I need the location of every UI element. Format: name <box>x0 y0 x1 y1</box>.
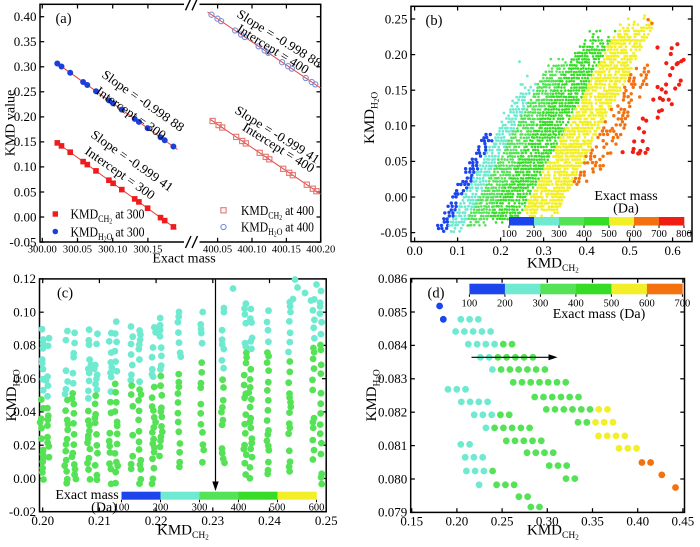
svg-text:(Da): (Da) <box>91 501 117 516</box>
svg-text:400.15: 400.15 <box>272 245 301 256</box>
svg-text:0.10: 0.10 <box>385 118 408 133</box>
svg-text:-0.05: -0.05 <box>380 225 407 240</box>
svg-text:0.082: 0.082 <box>378 405 407 420</box>
svg-text:400.05: 400.05 <box>203 245 232 256</box>
svg-text:0.086: 0.086 <box>378 271 408 286</box>
svg-text:800: 800 <box>676 229 692 240</box>
svg-text:300: 300 <box>533 299 549 310</box>
svg-text:0.10: 0.10 <box>14 159 37 174</box>
svg-text:100: 100 <box>114 503 130 514</box>
svg-text:(Da): (Da) <box>613 202 639 217</box>
svg-text:0.06: 0.06 <box>13 371 36 386</box>
svg-text:200: 200 <box>153 503 169 514</box>
svg-text:KMDCH2​ at 400: KMDCH2​ at 400 <box>241 204 314 222</box>
svg-text:(d): (d) <box>428 286 445 302</box>
svg-text:0.25: 0.25 <box>491 514 514 529</box>
svg-text:0.45: 0.45 <box>672 514 695 529</box>
svg-text:0.20: 0.20 <box>446 514 469 529</box>
svg-text:0.0: 0.0 <box>406 243 422 258</box>
svg-text:0.02: 0.02 <box>13 438 36 453</box>
svg-text:0.00: 0.00 <box>13 471 36 486</box>
svg-text:500: 500 <box>604 299 620 310</box>
svg-text:300: 300 <box>551 229 567 240</box>
svg-text:0.20: 0.20 <box>14 109 37 124</box>
svg-text:600: 600 <box>626 229 642 240</box>
svg-text:0.4: 0.4 <box>578 243 595 258</box>
svg-text:0.00: 0.00 <box>14 209 37 224</box>
svg-text:0.25: 0.25 <box>315 513 338 528</box>
svg-text:Exact mass (Da): Exact mass (Da) <box>553 307 646 322</box>
svg-text:400: 400 <box>576 229 592 240</box>
svg-text:700: 700 <box>651 229 667 240</box>
svg-text:0.083: 0.083 <box>378 371 407 386</box>
svg-text:0.12: 0.12 <box>13 271 36 286</box>
svg-text:0.04: 0.04 <box>13 404 36 419</box>
svg-text:0.30: 0.30 <box>536 514 559 529</box>
svg-text:0.080: 0.080 <box>378 471 407 486</box>
svg-text:Exact mass: Exact mass <box>152 252 215 267</box>
svg-text:0.08: 0.08 <box>13 338 36 353</box>
svg-text:0.1: 0.1 <box>449 243 465 258</box>
svg-text:400: 400 <box>231 503 247 514</box>
svg-text:0.15: 0.15 <box>385 83 408 98</box>
svg-text:100: 100 <box>501 229 517 240</box>
svg-text:300.05: 300.05 <box>63 245 92 256</box>
svg-text:500: 500 <box>270 503 286 514</box>
svg-text:0.25: 0.25 <box>14 84 37 99</box>
svg-text:0.22: 0.22 <box>145 513 168 528</box>
svg-text:0.23: 0.23 <box>201 513 224 528</box>
svg-text:200: 200 <box>497 299 513 310</box>
svg-text:0.40: 0.40 <box>626 514 649 529</box>
svg-text:0.20: 0.20 <box>31 513 54 528</box>
svg-text:(a): (a) <box>55 11 71 27</box>
svg-text:700: 700 <box>675 299 691 310</box>
svg-text:(c): (c) <box>57 286 73 302</box>
svg-text:400.10: 400.10 <box>237 245 266 256</box>
svg-text:0.05: 0.05 <box>14 184 37 199</box>
svg-text:0.25: 0.25 <box>385 11 408 26</box>
svg-text:(b): (b) <box>426 13 443 29</box>
svg-text:0.2: 0.2 <box>492 243 508 258</box>
svg-text:KMD value: KMD value <box>4 90 19 157</box>
svg-text:400: 400 <box>568 299 584 310</box>
svg-text:200: 200 <box>526 229 542 240</box>
svg-text:0.40: 0.40 <box>14 9 37 24</box>
svg-text:0.00: 0.00 <box>385 189 408 204</box>
svg-text:0.35: 0.35 <box>581 514 604 529</box>
svg-text:0.079: 0.079 <box>378 505 407 520</box>
svg-text:600: 600 <box>309 503 325 514</box>
svg-text:0.05: 0.05 <box>385 154 408 169</box>
svg-text:KMDH2​O at 400: KMDH2​O at 400 <box>241 221 314 239</box>
svg-text:0.30: 0.30 <box>14 59 37 74</box>
svg-text:0.5: 0.5 <box>621 243 637 258</box>
svg-text:0.3: 0.3 <box>535 243 551 258</box>
svg-text:300.00: 300.00 <box>28 245 57 256</box>
svg-text:400.20: 400.20 <box>306 245 335 256</box>
svg-text:-0.02: -0.02 <box>9 504 36 519</box>
svg-text:0.35: 0.35 <box>14 34 37 49</box>
svg-text:0.085: 0.085 <box>378 304 407 319</box>
svg-text:0.081: 0.081 <box>378 438 407 453</box>
svg-text:500: 500 <box>601 229 617 240</box>
svg-text:KMDCH2​ at 300: KMDCH2​ at 300 <box>71 208 145 226</box>
svg-text:0.10: 0.10 <box>13 305 36 320</box>
svg-text:300.10: 300.10 <box>98 245 127 256</box>
svg-text:Exact mass: Exact mass <box>594 189 657 204</box>
svg-text:0.084: 0.084 <box>378 338 408 353</box>
svg-text:0.15: 0.15 <box>400 514 423 529</box>
svg-text:0.6: 0.6 <box>664 243 681 258</box>
svg-text:300: 300 <box>192 503 208 514</box>
svg-text:KMDH2​O at 300: KMDH2​O at 300 <box>71 226 145 244</box>
svg-text:0.20: 0.20 <box>385 47 408 62</box>
svg-text:300.15: 300.15 <box>133 245 162 256</box>
svg-text:0.15: 0.15 <box>14 134 37 149</box>
svg-text:100: 100 <box>462 299 478 310</box>
svg-text:0.21: 0.21 <box>88 513 111 528</box>
svg-text:600: 600 <box>639 299 655 310</box>
svg-text:Exact mass: Exact mass <box>55 488 118 503</box>
svg-text:-0.05: -0.05 <box>9 234 36 249</box>
svg-text:0.24: 0.24 <box>258 513 281 528</box>
